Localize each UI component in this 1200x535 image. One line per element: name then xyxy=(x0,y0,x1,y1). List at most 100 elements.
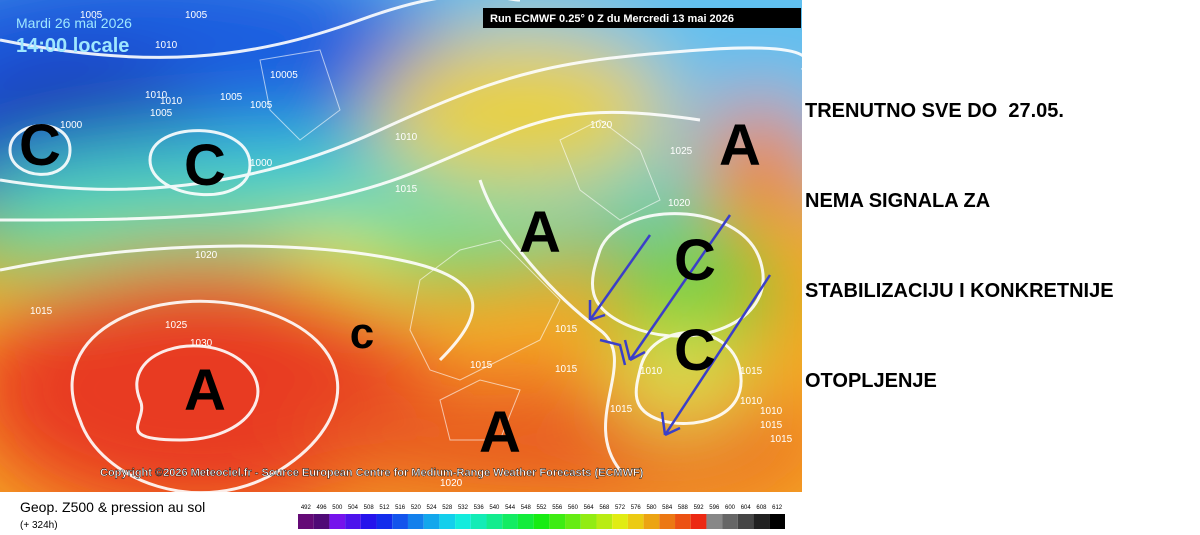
colorbar-cell xyxy=(360,514,377,529)
colorbar-label: 584 xyxy=(662,505,673,511)
colorbar-label: 532 xyxy=(458,505,469,511)
colorbar-cell xyxy=(612,514,628,529)
isobar-label: 1010 xyxy=(155,40,178,51)
colorbar-label: 508 xyxy=(364,505,375,511)
colorbar-cell xyxy=(376,514,393,529)
time-label: 14:00 locale xyxy=(16,35,129,57)
colorbar-label: 564 xyxy=(584,505,595,511)
colorbar-label: 576 xyxy=(631,505,642,511)
colorbar-label: 548 xyxy=(521,505,532,511)
colorbar-label: 592 xyxy=(694,505,705,511)
colorbar: 492 496 500 504 508 512 516 520 524 528 532 536 540 5… xyxy=(298,505,785,529)
colorbar-cell xyxy=(470,514,487,529)
coastlines xyxy=(259,49,661,441)
colorbar-label: 496 xyxy=(317,505,328,511)
colorbar-cell xyxy=(455,514,471,529)
isobar-label: 1015 xyxy=(555,364,578,375)
copyright: Copyright ©2026 Meteociel.fr - Source Eu… xyxy=(100,467,644,479)
colorbar-cell xyxy=(486,514,503,529)
isobar-label: 1005 xyxy=(220,92,243,103)
colorbar-label: 500 xyxy=(332,505,343,511)
run-label: Run ECMWF 0.25° 0 Z du Mercredi 13 mai 2… xyxy=(490,13,734,25)
colorbar-cell xyxy=(439,514,456,529)
colorbar-cell xyxy=(565,514,581,529)
colorbar-label: 568 xyxy=(599,505,610,511)
colorbar-cell xyxy=(706,514,723,529)
colorbar-cell xyxy=(345,514,361,529)
isobar-label: 1025 xyxy=(670,146,693,157)
colorbar-label: 524 xyxy=(427,505,438,511)
pressure-center: c xyxy=(350,309,374,358)
colorbar-label: 604 xyxy=(741,505,752,511)
isobars xyxy=(0,0,802,492)
isobar-label: 1020 xyxy=(590,120,613,131)
isobar-label: 1015 xyxy=(610,404,633,415)
colorbar-label: 528 xyxy=(442,505,453,511)
isobar-label: 1005 xyxy=(185,10,208,21)
isobar-label: 1010 xyxy=(640,366,663,377)
isobar-labels: 1005101010051000510101010100510051005100… xyxy=(30,10,793,489)
colorbar-label: 492 xyxy=(301,505,312,511)
isobar-label: 1015 xyxy=(30,306,53,317)
isobar-label: 1005 xyxy=(250,100,273,111)
colorbar-label: 512 xyxy=(379,505,390,511)
colorbar-cell xyxy=(533,514,550,529)
pressure-center: C xyxy=(674,318,716,383)
colorbar-cell xyxy=(737,514,754,529)
isobar-label: 1015 xyxy=(395,184,418,195)
colorbar-label: 544 xyxy=(505,505,516,511)
colorbar-cell xyxy=(690,514,707,529)
colorbar-label: 588 xyxy=(678,505,689,511)
isobar-label: 1010 xyxy=(760,406,783,417)
colorbar-label: 540 xyxy=(489,505,500,511)
colorbar-cell xyxy=(392,514,408,529)
colorbar-cell xyxy=(580,514,597,529)
run-box xyxy=(483,8,801,28)
colorbar-label: 608 xyxy=(756,505,767,511)
isobar-label: 1010 xyxy=(395,132,418,143)
lead-time: (+ 324h) xyxy=(20,520,58,531)
colorbar-label: 580 xyxy=(646,505,657,511)
colorbar-label: 572 xyxy=(615,505,626,511)
colorbar-cell xyxy=(313,514,330,529)
annotation-line: STABILIZACIJU I KONKRETNIJE xyxy=(805,280,1114,302)
colorbar-label: 612 xyxy=(772,505,783,511)
colorbar-cell xyxy=(298,514,314,529)
isobar-label: 1015 xyxy=(760,420,783,431)
isobar-label: 1010 xyxy=(740,396,763,407)
colorbar-cell xyxy=(722,514,738,529)
colorbar-cell xyxy=(502,514,518,529)
colorbar-label: 596 xyxy=(709,505,720,511)
colorbar-cell xyxy=(407,514,424,529)
isobar-label: 1020 xyxy=(195,250,218,261)
isobar-label: 1000 xyxy=(250,158,273,169)
isobar-label: 1020 xyxy=(668,198,691,209)
colorbar-label: 504 xyxy=(348,505,359,511)
colorbar-cell xyxy=(423,514,440,529)
isobar-label: 1005 xyxy=(150,108,173,119)
colorbar-cell xyxy=(596,514,613,529)
colorbar-cell xyxy=(769,514,785,529)
isobar-label: 1020 xyxy=(440,478,463,489)
colorbar-label: 560 xyxy=(568,505,579,511)
colorbar-cell xyxy=(329,514,346,529)
isobar-label: 1015 xyxy=(470,360,493,371)
colorbar-cell xyxy=(517,514,534,529)
isobar-label: 1030 xyxy=(190,338,213,349)
isobar-label: 1015 xyxy=(740,366,763,377)
colorbar-label: 600 xyxy=(725,505,736,511)
colorbar-label: 556 xyxy=(552,505,563,511)
colorbar-cell xyxy=(643,514,660,529)
isobar-label: 1000 xyxy=(60,120,83,131)
colorbar-label: 520 xyxy=(411,505,422,511)
pressure-center: A xyxy=(719,113,761,178)
colorbar-cell xyxy=(549,514,566,529)
colorbar-cell xyxy=(627,514,644,529)
colorbar-cell xyxy=(753,514,770,529)
date-label: Mardi 26 mai 2026 xyxy=(16,15,132,31)
colorbar-cell xyxy=(659,514,676,529)
colorbar-label: 536 xyxy=(474,505,485,511)
